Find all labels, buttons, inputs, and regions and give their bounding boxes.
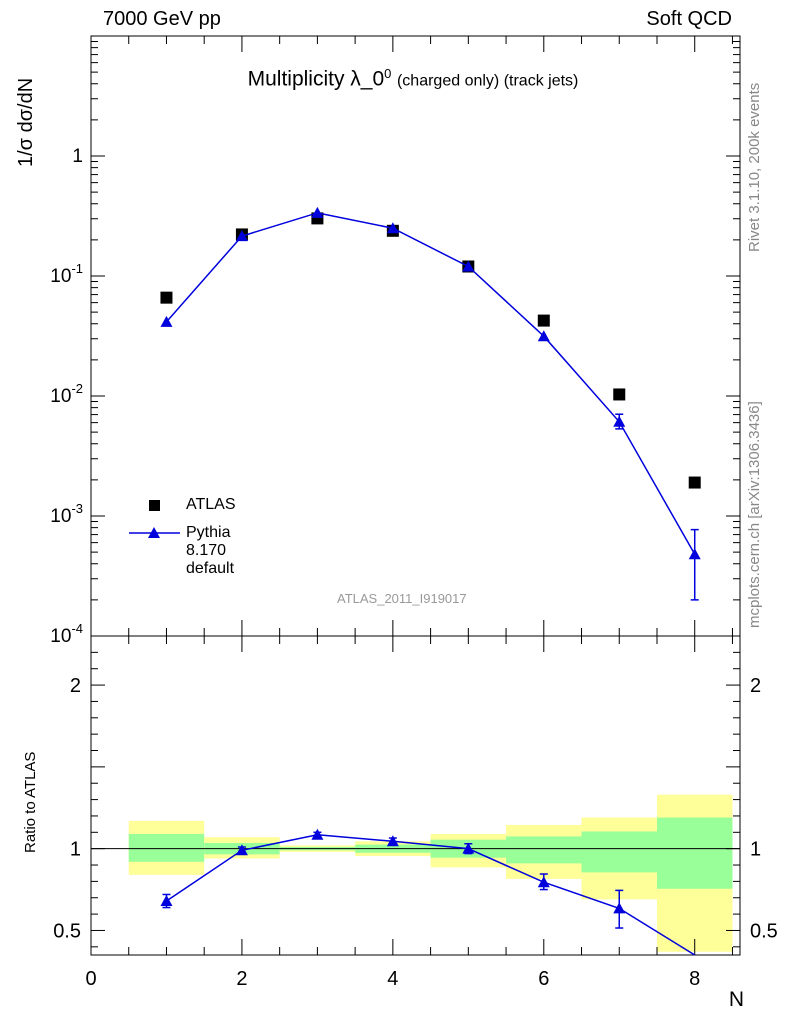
legend-marker-pythia — [148, 527, 160, 538]
ratio-y-axis-label: Ratio to ATLAS — [22, 751, 39, 853]
atlas-data-point — [613, 388, 626, 401]
ratio-y-tick-label-right: 0.5 — [750, 920, 778, 942]
main-plot-data — [160, 206, 701, 601]
ratio-y-tick-label-right: 1 — [750, 839, 761, 861]
legend-markers — [129, 500, 180, 538]
ratio-y-tick-label-left: 1 — [70, 839, 81, 861]
x-tick-label: 4 — [387, 968, 398, 990]
ratio-band-green-6 — [506, 836, 582, 864]
pythia-data-point — [688, 548, 701, 560]
analysis-id-label: ATLAS_2011_I919017 — [337, 591, 467, 606]
pythia-data-point — [613, 415, 626, 427]
ratio-data-point — [613, 902, 626, 914]
ratio-plot-frame — [90, 635, 741, 956]
pythia-data-point — [386, 222, 399, 234]
ratio-data-point — [235, 844, 248, 856]
main-y-axis-ticks: 10-4 10-3 10-2 10-1 1 — [50, 35, 740, 647]
ratio-y-tick-label-right: 2 — [750, 675, 761, 697]
title-superscript: 0 — [384, 66, 392, 81]
legend-label-atlas: ATLAS — [186, 496, 236, 513]
pythia-data-point — [160, 315, 173, 327]
main-y-tick-label: 10-1 — [50, 261, 83, 287]
ratio-data-point — [160, 895, 173, 907]
mcplots-reference-label: mcplots.cern.ch [arXiv:1306.3436] — [746, 401, 763, 628]
ratio-line — [166, 834, 696, 956]
pythia-line — [165, 212, 696, 555]
atlas-data-point — [537, 314, 550, 327]
x-tick-label: 0 — [85, 968, 96, 990]
atlas-data-point — [160, 291, 173, 304]
pythia-data-point — [235, 230, 248, 242]
legend-label-pythia: Pythia 8.170 default — [186, 524, 235, 577]
ratio-y-tick-label-left: 0.5 — [53, 920, 81, 942]
x-tick-label: 6 — [538, 968, 549, 990]
pythia-data-point — [311, 206, 324, 218]
main-y-tick-label: 10-3 — [50, 501, 83, 527]
plot-title: Multiplicity λ_00 (charged only) (track … — [0, 66, 786, 92]
ratio-band-green-8 — [656, 817, 733, 889]
ratio-y-tick-label-left: 2 — [70, 675, 81, 697]
ratio-plot-frame-bg — [91, 636, 740, 955]
ratio-data-point — [386, 835, 399, 847]
process-label: Soft QCD — [646, 8, 732, 30]
ratio-data-point — [462, 842, 475, 854]
atlas-data-point — [688, 476, 701, 489]
title-main: Multiplicity λ_0 — [247, 67, 385, 91]
main-y-axis-label: 1/σ dσ/dN — [15, 77, 37, 167]
x-axis-ticks: 0 2 4 6 8 — [85, 36, 733, 990]
ratio-plot-border — [90, 635, 741, 956]
pythia-data-point — [537, 330, 550, 342]
ratio-data-point — [311, 828, 324, 840]
pythia-data-point — [462, 260, 475, 272]
ratio-band-green-7 — [581, 831, 657, 873]
main-y-tick-label: 10-4 — [50, 621, 83, 647]
main-y-tick-label: 1 — [72, 146, 83, 167]
ratio-band-green-1 — [128, 833, 205, 862]
legend-marker-atlas — [149, 500, 160, 511]
beam-energy-label: 7000 GeV pp — [103, 8, 221, 30]
ratio-plot-data — [160, 828, 696, 956]
ratio-y-axis-ticks: 0.5 0.5 1 1 2 2 — [53, 635, 778, 948]
main-y-tick-label: 10-2 — [50, 381, 83, 407]
x-tick-label: 8 — [689, 968, 700, 990]
ratio-data-point — [537, 876, 550, 888]
x-tick-label: 2 — [236, 968, 247, 990]
title-subtitle: (charged only) (track jets) — [396, 72, 579, 90]
rivet-version-label: Rivet 3.1.10, 200k events — [746, 82, 763, 252]
x-axis-label: N — [728, 988, 744, 1011]
